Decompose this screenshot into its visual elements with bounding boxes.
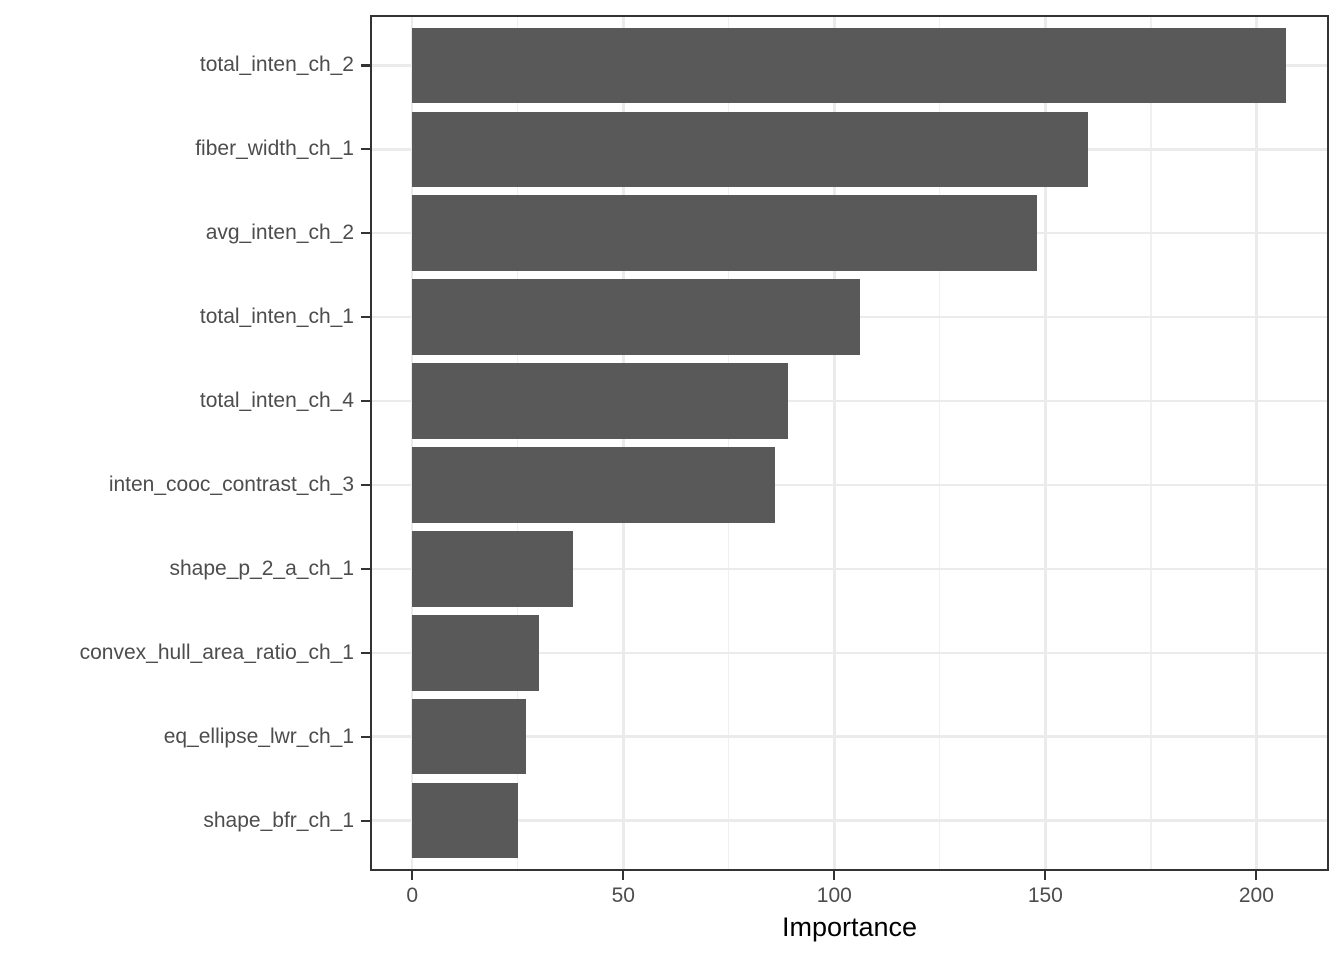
gridline-minor-vertical (728, 15, 730, 871)
x-tick-mark (1255, 871, 1258, 880)
importance-bar (412, 698, 527, 775)
y-tick-mark (361, 819, 370, 822)
y-axis-label: eq_ellipse_lwr_ch_1 (163, 724, 354, 748)
importance-bar (412, 615, 539, 691)
y-tick-mark (361, 651, 370, 654)
y-tick-mark (361, 316, 370, 319)
importance-bar (412, 447, 776, 523)
x-axis-tick-label: 200 (1238, 884, 1274, 907)
x-tick-mark (411, 871, 414, 880)
y-tick-mark (361, 232, 370, 235)
bars-layer (370, 15, 1329, 871)
gridline-major-vertical (410, 15, 414, 871)
x-tick-mark (622, 871, 625, 880)
importance-bar (412, 27, 1286, 104)
gridline-major-horizontal (370, 483, 1329, 487)
y-axis-label: shape_bfr_ch_1 (203, 808, 354, 832)
y-axis-label: total_inten_ch_2 (199, 53, 354, 77)
importance-bar (412, 782, 518, 859)
importance-bar (412, 363, 788, 439)
gridline-major-horizontal (370, 819, 1329, 822)
y-axis-label: fiber_width_ch_1 (195, 137, 354, 161)
gridline-minor-vertical (939, 15, 941, 871)
y-tick-mark (361, 64, 370, 67)
importance-bar (412, 111, 1088, 188)
y-tick-mark (361, 148, 370, 151)
gridline-major-horizontal (370, 651, 1329, 655)
x-axis-title: Importance (781, 912, 918, 942)
gridline-minor-vertical (1150, 15, 1152, 871)
y-tick-mark (361, 735, 370, 738)
gridline-major-horizontal (370, 399, 1329, 403)
x-axis-tick-label: 50 (611, 884, 635, 907)
gridline-major-vertical (1044, 15, 1047, 871)
y-axis-label: total_inten_ch_4 (199, 389, 354, 413)
gridline-major-horizontal (370, 735, 1329, 738)
importance-bar (412, 531, 573, 607)
y-tick-mark (361, 483, 370, 487)
y-tick-mark (361, 567, 370, 571)
y-axis-label: total_inten_ch_1 (199, 305, 354, 329)
x-axis-tick-label: 0 (406, 884, 419, 907)
y-axis-label: shape_p_2_a_ch_1 (169, 556, 354, 580)
gridline-major-vertical (622, 15, 625, 871)
y-axis-label: convex_hull_area_ratio_ch_1 (79, 640, 354, 664)
x-tick-mark (833, 871, 836, 880)
plot-panel (370, 15, 1329, 871)
x-axis-tick-label: 100 (816, 884, 852, 907)
importance-bar (412, 279, 860, 355)
gridline-minor-vertical (517, 15, 519, 871)
y-axis-label: avg_inten_ch_2 (205, 221, 354, 245)
y-tick-mark (361, 400, 370, 403)
x-tick-mark (1044, 871, 1047, 880)
gridline-major-vertical (1255, 15, 1258, 871)
gridline-major-horizontal (370, 567, 1329, 571)
importance-bar (412, 195, 1037, 271)
x-axis-tick-label: 150 (1027, 884, 1063, 907)
gridline-major-vertical (833, 15, 836, 871)
y-axis-label: inten_cooc_contrast_ch_3 (108, 472, 354, 496)
